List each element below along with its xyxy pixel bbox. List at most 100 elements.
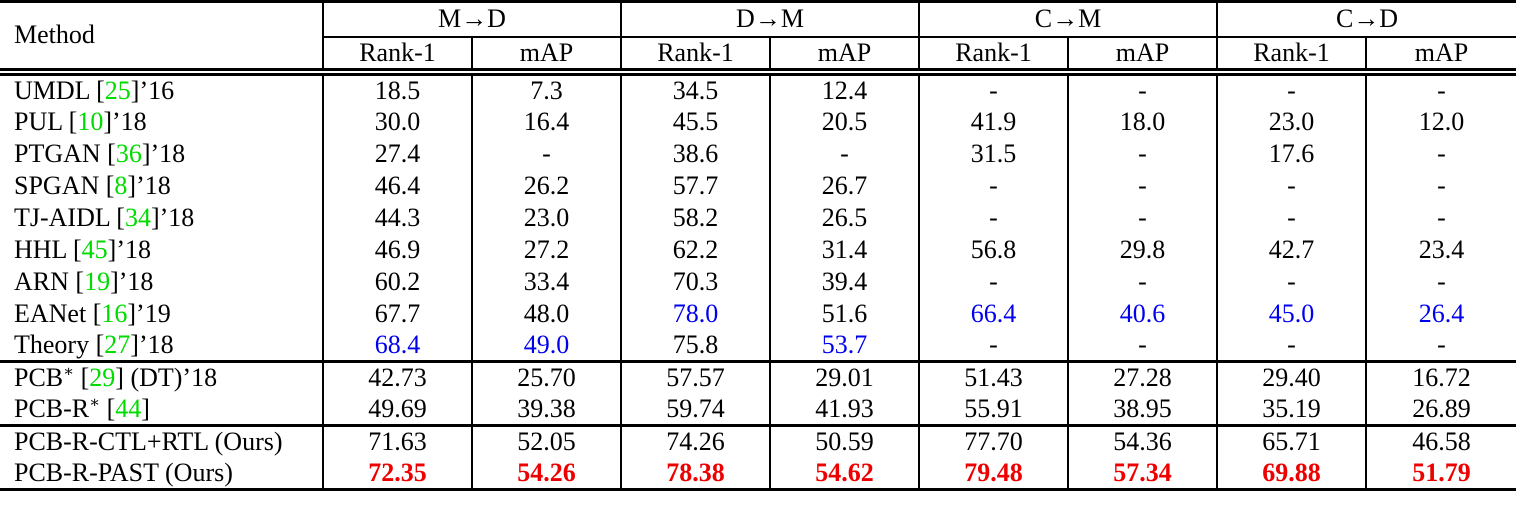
table-row: PCB∗ [29] (DT)’18 42.73 25.70 57.57 29.01 51.… xyxy=(0,360,1516,394)
metric-value: 26.7 xyxy=(769,169,919,202)
metric-value: - xyxy=(918,67,1068,106)
method-cell: SPGAN [8]’18 xyxy=(14,170,171,200)
metric-value: - xyxy=(1216,265,1366,298)
metric-value: 79.48 xyxy=(918,457,1068,490)
table-row: Theory [27]’18 68.4 49.0 75.8 53.7- - - - xyxy=(0,329,1516,362)
sub-header-row: Rank-1 mAP Rank-1 mAP Rank-1 mAP Rank-1 … xyxy=(0,36,1516,72)
table-row: TJ-AIDL [34]’18 44.3 23.0 58.2 26.5- - - - xyxy=(0,201,1516,234)
metric-value: 54.36 xyxy=(1067,424,1217,458)
metric-value: 31.5 xyxy=(918,137,1068,170)
metric-value: 39.38 xyxy=(471,393,621,426)
metric-value: 29.40 xyxy=(1216,360,1366,394)
metric-value: 18.5 xyxy=(322,67,472,106)
subheader-md-map: mAP xyxy=(471,36,621,72)
citation-ref[interactable]: 29 xyxy=(89,363,116,393)
metric-value: - xyxy=(1216,329,1366,362)
metric-value: 71.63 xyxy=(322,424,472,458)
citation-ref[interactable]: 8 xyxy=(114,170,128,200)
citation-ref[interactable]: 19 xyxy=(84,266,111,296)
metric-value: 48.0 xyxy=(471,297,621,330)
citation-ref[interactable]: 16 xyxy=(101,298,128,328)
metric-value: 65.71 xyxy=(1216,424,1366,458)
metric-value: 46.9 xyxy=(322,233,472,266)
table-row: PTGAN [36]’18 27.4-38.6-31.5-17.6- xyxy=(0,137,1516,170)
citation-ref[interactable]: 45 xyxy=(81,234,108,264)
metric-value: 49.0 xyxy=(471,329,621,362)
metric-value: 26.2 xyxy=(471,169,621,202)
method-cell: UMDL [25]’16 xyxy=(0,67,323,106)
metric-value: 42.7 xyxy=(1216,233,1366,266)
metric-value: - xyxy=(1216,67,1366,106)
metric-value: 67.7 xyxy=(322,297,472,330)
method-cell: PCB-R∗ [44] xyxy=(14,393,150,423)
metric-value: 52.05 xyxy=(471,424,621,458)
metric-value: 17.6 xyxy=(1216,137,1366,170)
metric-value: 51.79 xyxy=(1365,457,1516,490)
metric-value: 23.0 xyxy=(1216,105,1366,138)
citation-ref[interactable]: 25 xyxy=(104,75,131,105)
method-cell: TJ-AIDL [34]’18 xyxy=(14,202,195,232)
group-header-m-to-d: M→D xyxy=(322,1,621,38)
metric-value: 7.3 xyxy=(471,67,621,106)
method-cell: Theory [27]’18 xyxy=(14,329,174,359)
metric-value: 55.91 xyxy=(918,393,1068,426)
group-header-row: Method M→D D→M C→M C→D xyxy=(0,1,1516,49)
metric-value: 58.2 xyxy=(620,201,770,234)
metric-value: 70.3 xyxy=(620,265,770,298)
citation-ref[interactable]: 10 xyxy=(77,106,104,136)
metric-value: 78.0 xyxy=(620,297,770,330)
metric-value: 51.43 xyxy=(918,360,1068,394)
metric-value: 16.72 xyxy=(1365,360,1516,394)
metric-value: 26.5 xyxy=(769,201,919,234)
metric-value: - xyxy=(1365,201,1516,234)
metric-value: 54.26 xyxy=(471,457,621,490)
metric-value: 27.28 xyxy=(1067,360,1217,394)
group-header-c-to-m: C→M xyxy=(918,1,1217,38)
metric-value: 51.6 xyxy=(769,297,919,330)
metric-value: - xyxy=(1067,329,1217,362)
metric-value: - xyxy=(1067,67,1217,106)
metric-value: 39.4 xyxy=(769,265,919,298)
metric-value: 29.8 xyxy=(1067,233,1217,266)
subheader-dm-map: mAP xyxy=(769,36,919,72)
metric-value: 56.8 xyxy=(918,233,1068,266)
citation-ref[interactable]: 44 xyxy=(115,393,142,423)
metric-value: - xyxy=(1067,265,1217,298)
metric-value: 54.62 xyxy=(769,457,919,490)
method-cell: HHL [45]’18 xyxy=(14,234,151,264)
metric-value: 57.57 xyxy=(620,360,770,394)
citation-ref[interactable]: 36 xyxy=(115,138,142,168)
table-row: PUL [10]’18 30.0 16.4 45.5 20.5 41.9 18.0 23.0 1… xyxy=(0,105,1516,138)
metric-value: 74.26 xyxy=(620,424,770,458)
metric-value: 68.4 xyxy=(322,329,472,362)
metric-value: - xyxy=(918,265,1068,298)
metric-value: 23.4 xyxy=(1365,233,1516,266)
superscript-asterisk: ∗ xyxy=(89,394,101,412)
method-cell: EANet [16]’19 xyxy=(14,298,171,328)
metric-value: 27.4 xyxy=(322,137,472,170)
metric-value: 69.88 xyxy=(1216,457,1366,490)
subheader-cd-rank1: Rank-1 xyxy=(1216,36,1366,72)
citation-ref[interactable]: 27 xyxy=(104,329,131,359)
group-header-c-to-d: C→D xyxy=(1216,1,1516,38)
metric-value: 41.93 xyxy=(769,393,919,426)
citation-ref[interactable]: 34 xyxy=(124,202,151,232)
metric-value: 42.73 xyxy=(322,360,472,394)
metric-value: - xyxy=(1365,67,1516,106)
metric-value: 12.4 xyxy=(769,67,919,106)
table-body: UMDL [25]’16 18.5 7.3 34.5 12.4- - - - PUL [10]’… xyxy=(0,67,1516,490)
table-row: ARN [19]’18 60.2 33.4 70.3 39.4- - - - xyxy=(0,265,1516,298)
metric-value: 44.3 xyxy=(322,201,472,234)
metric-value: - xyxy=(918,169,1068,202)
metric-value: 31.4 xyxy=(769,233,919,266)
metric-value: 53.7 xyxy=(769,329,919,362)
metric-value: 66.4 xyxy=(918,297,1068,330)
metric-value: 59.74 xyxy=(620,393,770,426)
metric-value: 72.35 xyxy=(322,457,472,490)
group-header-d-to-m: D→M xyxy=(620,1,919,38)
table-row: EANet [16]’19 67.7 48.0 78.0 51.6 66.4 40.6 45.… xyxy=(0,297,1516,330)
metric-value: - xyxy=(769,137,919,170)
metric-value: - xyxy=(1067,201,1217,234)
metric-value: 35.19 xyxy=(1216,393,1366,426)
